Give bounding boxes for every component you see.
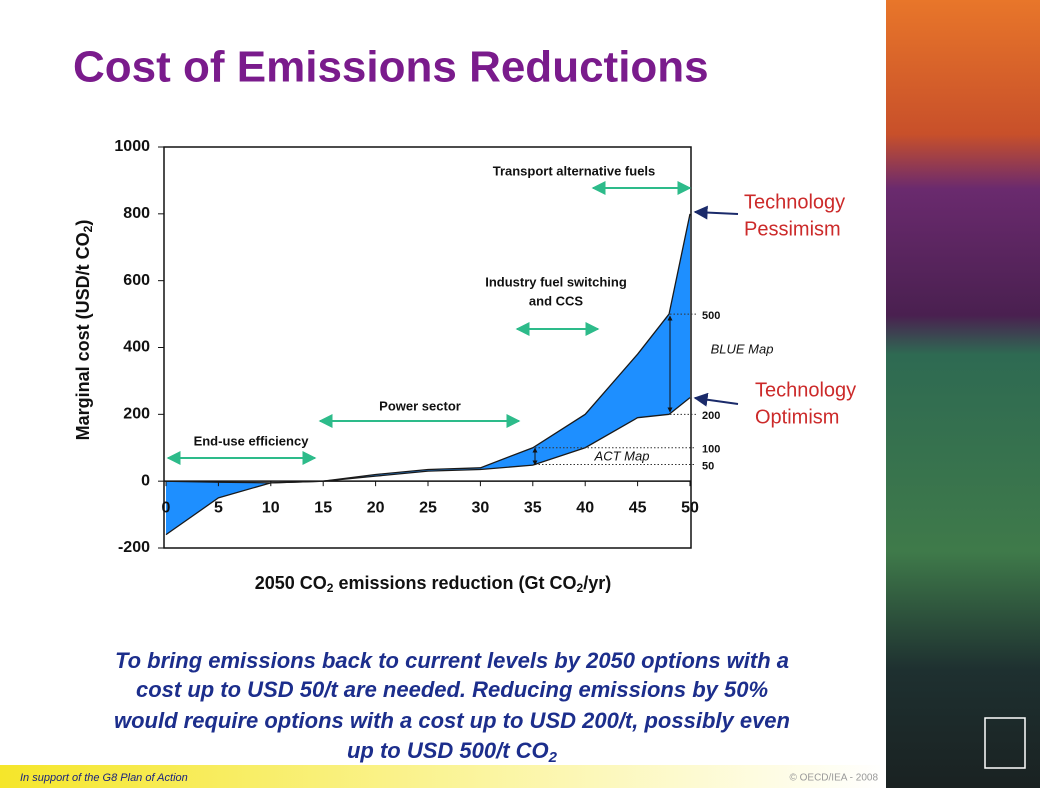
footer-left: In support of the G8 Plan of Action <box>20 772 188 784</box>
summary-line: To bring emissions back to current level… <box>115 648 789 673</box>
y-tick-label: 600 <box>123 272 150 289</box>
summary-line: would require options with a cost up to … <box>114 708 790 733</box>
annotation: Transport alternative fuels <box>493 163 656 178</box>
y-axis-title-part: ) <box>73 220 93 226</box>
pointer-arrow <box>693 205 739 220</box>
footer-right: © OECD/IEA - 2008 <box>789 773 878 784</box>
x-tick-label: 5 <box>214 499 223 516</box>
y-axis-title-part: Marginal cost (USD/t CO <box>73 232 93 440</box>
x-tick-label: 15 <box>314 499 332 516</box>
x-tick-label: 25 <box>419 499 437 516</box>
x-tick-label: 35 <box>524 499 542 516</box>
slide-title: Cost of Emissions Reductions <box>73 43 709 92</box>
reference-label: 500 <box>702 310 720 322</box>
x-tick-label: 10 <box>262 499 280 516</box>
y-axis-title: Marginal cost (USD/t CO2) <box>73 220 95 441</box>
summary-text: To bring emissions back to current level… <box>115 648 789 673</box>
x-tick-label: 50 <box>681 499 699 516</box>
annotation: Industry fuel switching <box>485 274 627 289</box>
x-axis-title-part: 2050 CO <box>255 573 327 593</box>
y-tick-label: 200 <box>123 406 150 423</box>
series-line <box>165 397 691 536</box>
x-tick-label: 45 <box>629 499 647 516</box>
pointer-arrow <box>693 392 739 407</box>
summary-line: up to USD 500/t CO2 <box>347 738 558 766</box>
sidebar-bg <box>886 0 1040 788</box>
scenario-label: Optimism <box>755 406 839 428</box>
scenario-label: Pessimism <box>744 218 841 240</box>
y-axis-title-subscript: 2 <box>81 225 95 232</box>
annotation: BLUE Map <box>711 341 774 356</box>
y-tick-label: 1000 <box>114 138 150 155</box>
x-axis-title-part: emissions reduction (Gt CO <box>333 573 576 593</box>
summary-text: up to USD 500/t CO <box>347 738 549 763</box>
x-axis-title-part: /yr) <box>583 573 611 593</box>
annotation: and CCS <box>529 293 584 308</box>
x-tick-label: 0 <box>162 499 171 516</box>
x-tick-label: 30 <box>472 499 490 516</box>
annotation: End-use efficiency <box>194 433 310 448</box>
x-axis-title: 2050 CO2 emissions reduction (Gt CO2/yr) <box>255 573 611 595</box>
x-axis-title-subscript: 2 <box>327 581 334 595</box>
scenario-label: Technology <box>744 191 845 213</box>
series-line <box>165 213 691 484</box>
reference-label: 200 <box>702 410 720 422</box>
scenario-label: Technology <box>755 379 856 401</box>
x-tick-label: 40 <box>576 499 594 516</box>
x-axis-title-subscript: 2 <box>577 581 584 595</box>
y-tick-label: 0 <box>141 472 150 489</box>
summary-subscript: 2 <box>548 749 558 766</box>
y-tick-label: 400 <box>123 339 150 356</box>
summary-text: would require options with a cost up to … <box>114 708 790 733</box>
annotation: Power sector <box>379 398 461 413</box>
summary-text: cost up to USD 50/t are needed. Reducing… <box>136 677 768 702</box>
footer-band <box>0 765 886 788</box>
annotation: ACT Map <box>594 448 650 463</box>
reference-label: 50 <box>702 460 714 472</box>
summary-line: cost up to USD 50/t are needed. Reducing… <box>136 677 768 702</box>
band-fill <box>166 213 690 535</box>
y-tick-label: 800 <box>123 205 150 222</box>
y-tick-label: -200 <box>118 539 150 556</box>
x-tick-label: 20 <box>367 499 385 516</box>
agency-logo <box>984 717 1026 769</box>
reference-label: 100 <box>702 444 720 456</box>
chart: -200 0 200 400 600 800 1000 0 5 10 15 20 25 30 35 40 45 5… <box>73 138 856 595</box>
